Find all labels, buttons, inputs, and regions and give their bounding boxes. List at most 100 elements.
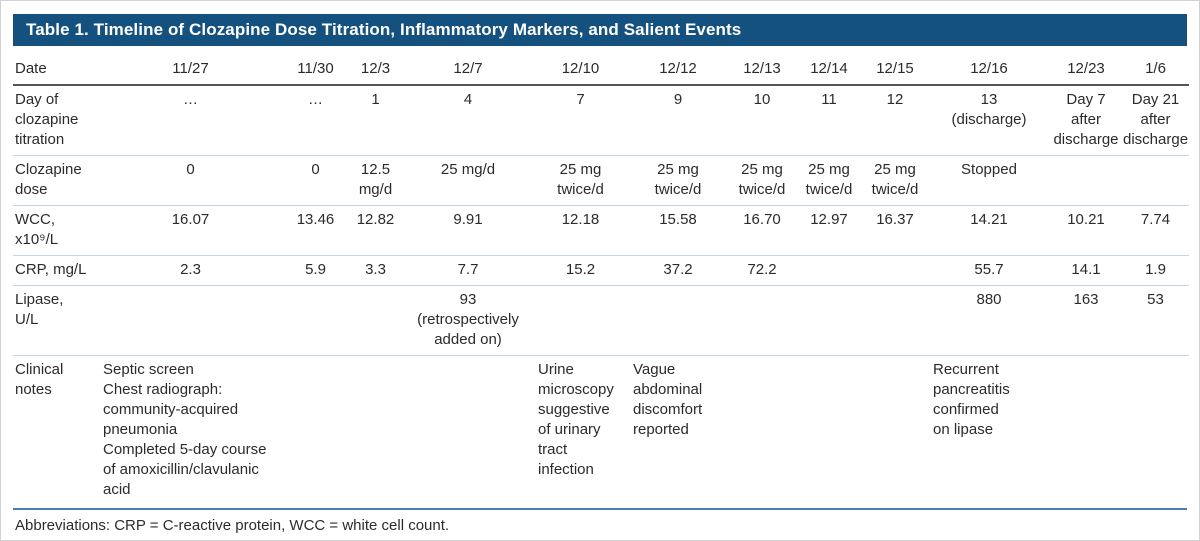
table-cell: 1/6: [1145, 60, 1166, 77]
table-cell: …: [308, 91, 323, 108]
table-cell: 3.3: [365, 261, 386, 278]
table-cell: [533, 286, 628, 356]
table-cell: 0: [311, 161, 320, 178]
table-cell: [862, 356, 928, 508]
table-cell: 12/23: [1067, 60, 1105, 77]
table-cell: 1.9: [1145, 261, 1166, 278]
table-cell: Recurrent pancreatitis confirmed on lipa…: [933, 361, 1010, 438]
table-cell: 15.58: [659, 211, 697, 228]
row-label: WCC, x10⁹/L: [15, 211, 59, 248]
table-cell: 7.74: [1140, 211, 1171, 228]
table-cell: 12/12: [659, 60, 697, 77]
table-cell: 12/3: [360, 60, 391, 77]
table-cell: 25 mg/d: [440, 161, 496, 178]
table-cell: [796, 256, 862, 286]
table-cell: 13.46: [296, 211, 335, 228]
table-cell: 25 mg twice/d: [805, 161, 853, 198]
table-row-crp: CRP, mg/L 2.3 5.9 3.3 7.7 15.2 37.2 72.2…: [13, 256, 1189, 286]
table-row-lipase: Lipase, U/L 93 (retrospectively added on…: [13, 286, 1189, 356]
table-cell: 13 (discharge): [951, 91, 1027, 128]
table-cell: Vague abdominal discomfort reported: [633, 361, 703, 438]
table-cell: 12/10: [561, 60, 600, 77]
table-cell: …: [183, 91, 198, 108]
table-cell: Day 21 after discharge: [1123, 91, 1189, 148]
table-row-date: Date 11/27 11/30 12/3 12/7 12/10 12/12 1…: [13, 55, 1189, 85]
table-cell: [1050, 356, 1122, 508]
table-cell: 25 mg twice/d: [557, 161, 604, 198]
table-cell: Stopped: [961, 161, 1017, 178]
table-cell: 12: [886, 91, 904, 108]
table-cell: 25 mg twice/d: [654, 161, 702, 198]
table-cell: 14.1: [1071, 261, 1101, 278]
table-cell: [1122, 356, 1189, 508]
table-cell: [728, 356, 796, 508]
table-cell: 0: [186, 161, 195, 178]
table-cell: 4: [463, 91, 473, 108]
table-cell: 12/16: [970, 60, 1008, 77]
table-cell: Day 7 after discharge: [1053, 91, 1119, 148]
table-cell: 93 (retrospectively added on): [417, 291, 519, 348]
table-cell: 5.9: [305, 261, 326, 278]
table-cell: 16.07: [171, 211, 210, 228]
table-title: Table 1. Timeline of Clozapine Dose Titr…: [26, 20, 742, 39]
table-cell: 11/27: [172, 60, 209, 77]
table-cell: [283, 286, 348, 356]
table-cell: [796, 356, 862, 508]
table-cell: 12.82: [356, 211, 395, 228]
table-cell: 10: [753, 91, 771, 108]
table-cell: 37.2: [663, 261, 693, 278]
table-cell: 10.21: [1067, 211, 1105, 228]
table-cell: 9: [673, 91, 683, 108]
table-cell: 880: [976, 291, 1002, 308]
row-label: Clozapine dose: [15, 161, 82, 198]
row-label: Date: [15, 60, 47, 77]
table-row-clinical-notes: Clinical notes Septic screen Chest radio…: [13, 356, 1189, 508]
table-cell: 72.2: [747, 261, 777, 278]
table-cell: [728, 286, 796, 356]
row-label: Day of clozapine titration: [15, 91, 79, 148]
table-cell: 15.2: [565, 261, 596, 278]
row-label: Lipase, U/L: [15, 291, 64, 328]
table-cell: 2.3: [180, 261, 201, 278]
table-cell: 12/13: [743, 60, 781, 77]
row-label: Clinical notes: [15, 361, 64, 398]
table-cell: Urine microscopy suggestive of urinary t…: [538, 361, 614, 478]
table-row-wcc: WCC, x10⁹/L 16.07 13.46 12.82 9.91 12.18…: [13, 206, 1189, 256]
table-row-clozapine-dose: Clozapine dose 0 0 12.5 mg/d 25 mg/d 25 …: [13, 156, 1189, 206]
table-title-bar: Table 1. Timeline of Clozapine Dose Titr…: [13, 14, 1187, 46]
table-cell: [862, 256, 928, 286]
table-cell: 55.7: [974, 261, 1004, 278]
table-cell: [283, 356, 348, 508]
table-cell: 11/30: [297, 60, 334, 77]
table-cell: 12/15: [876, 60, 914, 77]
table-cell: 11: [821, 91, 837, 108]
table-cell: [628, 286, 728, 356]
table-cell: Septic screen Chest radiograph: communit…: [103, 361, 267, 498]
table-cell: 7.7: [457, 261, 479, 278]
table-cell: 53: [1147, 291, 1164, 308]
abbreviations-footnote: Abbreviations: CRP = C-reactive protein,…: [13, 507, 1187, 540]
table-cell: 25 mg twice/d: [871, 161, 919, 198]
table-cell: [1050, 156, 1122, 206]
table-cell: 16.37: [876, 211, 914, 228]
table-cell: 1: [371, 91, 380, 108]
table-cell: [862, 286, 928, 356]
table-cell: [1122, 156, 1189, 206]
table-cell: [796, 286, 862, 356]
table-cell: 7: [576, 91, 585, 108]
table-cell: [348, 286, 403, 356]
table-cell: 14.21: [970, 211, 1008, 228]
table-cell: 12.5 mg/d: [358, 161, 393, 198]
timeline-table: Date 11/27 11/30 12/3 12/7 12/10 12/12 1…: [13, 55, 1189, 508]
table-cell: 12.97: [810, 211, 848, 228]
row-label: CRP, mg/L: [15, 261, 87, 278]
table-row-titration-day: Day of clozapine titration … … 1 4 7 9 1…: [13, 85, 1189, 156]
table-cell: 12/7: [453, 60, 483, 77]
table-cell: [403, 356, 533, 508]
table-cell: 9.91: [453, 211, 483, 228]
abbreviations-text: Abbreviations: CRP = C-reactive protein,…: [15, 516, 450, 534]
table-cell: 16.70: [743, 211, 781, 228]
table-cell: 12/14: [810, 60, 848, 77]
table-cell: 12.18: [561, 211, 600, 228]
